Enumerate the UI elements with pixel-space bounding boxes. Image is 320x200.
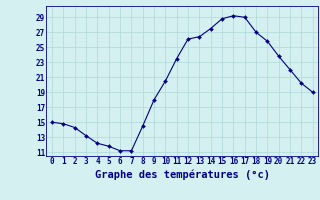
X-axis label: Graphe des températures (°c): Graphe des températures (°c) bbox=[95, 169, 270, 180]
